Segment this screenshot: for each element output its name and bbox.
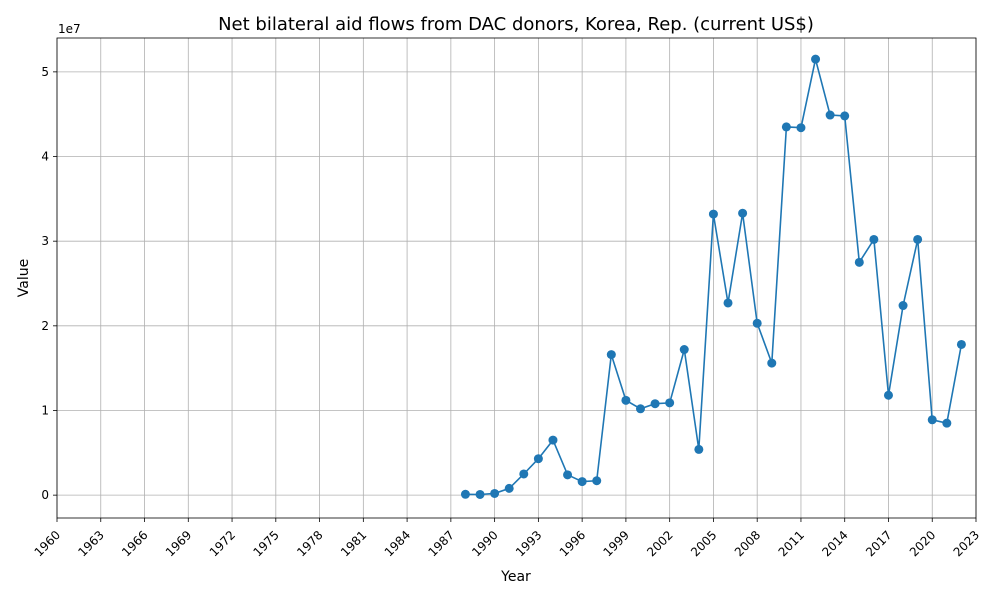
x-tick-label: 1981: [338, 528, 369, 559]
data-point: [606, 350, 616, 360]
data-point: [635, 404, 645, 414]
x-tick-label: 1972: [207, 528, 238, 559]
data-point: [460, 489, 470, 499]
data-point: [592, 476, 602, 486]
data-point: [490, 488, 500, 498]
x-tick-label: 2017: [863, 528, 894, 559]
x-tick-label: 2020: [907, 528, 938, 559]
data-point: [650, 399, 660, 409]
x-axis-ticks: 1960 1963 1966 1969 1972 1975 1978 1981 1984 1987…: [32, 518, 982, 559]
x-tick-label: 2011: [776, 528, 807, 559]
x-tick-label: 1999: [601, 528, 632, 559]
grid: [56, 38, 977, 518]
x-tick-label: 1996: [557, 528, 588, 559]
data-point: [883, 390, 893, 400]
data-point: [840, 111, 850, 121]
y-axis-title: Value: [16, 259, 32, 297]
data-point: [738, 208, 748, 218]
x-tick-label: 1984: [382, 528, 413, 559]
y-tick-label: 3: [41, 234, 49, 248]
x-tick-label: 1975: [250, 528, 281, 559]
data-point: [504, 483, 514, 493]
data-point: [752, 318, 762, 328]
data-point: [563, 470, 573, 480]
x-tick-label: 1987: [425, 528, 456, 559]
data-point: [621, 395, 631, 405]
chart-title: Net bilateral aid flows from DAC donors,…: [218, 14, 814, 35]
data-point: [942, 418, 952, 428]
x-axis-title: Year: [500, 569, 531, 585]
data-point: [708, 209, 718, 219]
data-point: [913, 234, 923, 244]
y-tick-label: 4: [41, 150, 49, 164]
data-point: [577, 477, 587, 487]
data-point: [723, 298, 733, 308]
x-tick-label: 2008: [732, 528, 763, 559]
data-point: [956, 339, 966, 349]
x-tick-label: 1963: [75, 528, 106, 559]
x-tick-label: 1969: [163, 528, 194, 559]
data-point: [665, 398, 675, 408]
x-tick-label: 2005: [688, 528, 719, 559]
data-point: [927, 415, 937, 425]
data-point: [854, 257, 864, 267]
x-tick-label: 2014: [819, 528, 850, 559]
y-tick-label: 2: [41, 319, 49, 333]
data-point: [869, 234, 879, 244]
data-point: [548, 435, 558, 445]
y-tick-label: 1: [41, 403, 49, 417]
x-tick-label: 1993: [513, 528, 544, 559]
data-point: [533, 454, 543, 464]
data-point: [781, 122, 791, 132]
x-tick-label: 2002: [644, 528, 675, 559]
y-tick-label: 0: [41, 488, 49, 502]
data-point: [825, 110, 835, 120]
y-tick-label: 5: [41, 65, 49, 79]
data-point: [796, 123, 806, 133]
data-point: [811, 54, 821, 64]
x-tick-label: 2023: [951, 528, 982, 559]
plot-frame: [56, 37, 977, 519]
data-point: [694, 444, 704, 454]
data-point: [519, 469, 529, 479]
x-tick-label: 1978: [294, 528, 325, 559]
data-point: [898, 301, 908, 311]
x-tick-label: 1960: [32, 528, 63, 559]
y-axis-offset-label: 1e7: [58, 22, 81, 36]
data-point: [767, 358, 777, 368]
data-point: [475, 489, 485, 499]
data-point: [679, 345, 689, 355]
y-axis-ticks: 0 1 2 3 4 5: [41, 65, 57, 502]
x-tick-label: 1990: [469, 528, 500, 559]
data-point-layer: [460, 54, 966, 499]
x-tick-label: 1966: [119, 528, 150, 559]
